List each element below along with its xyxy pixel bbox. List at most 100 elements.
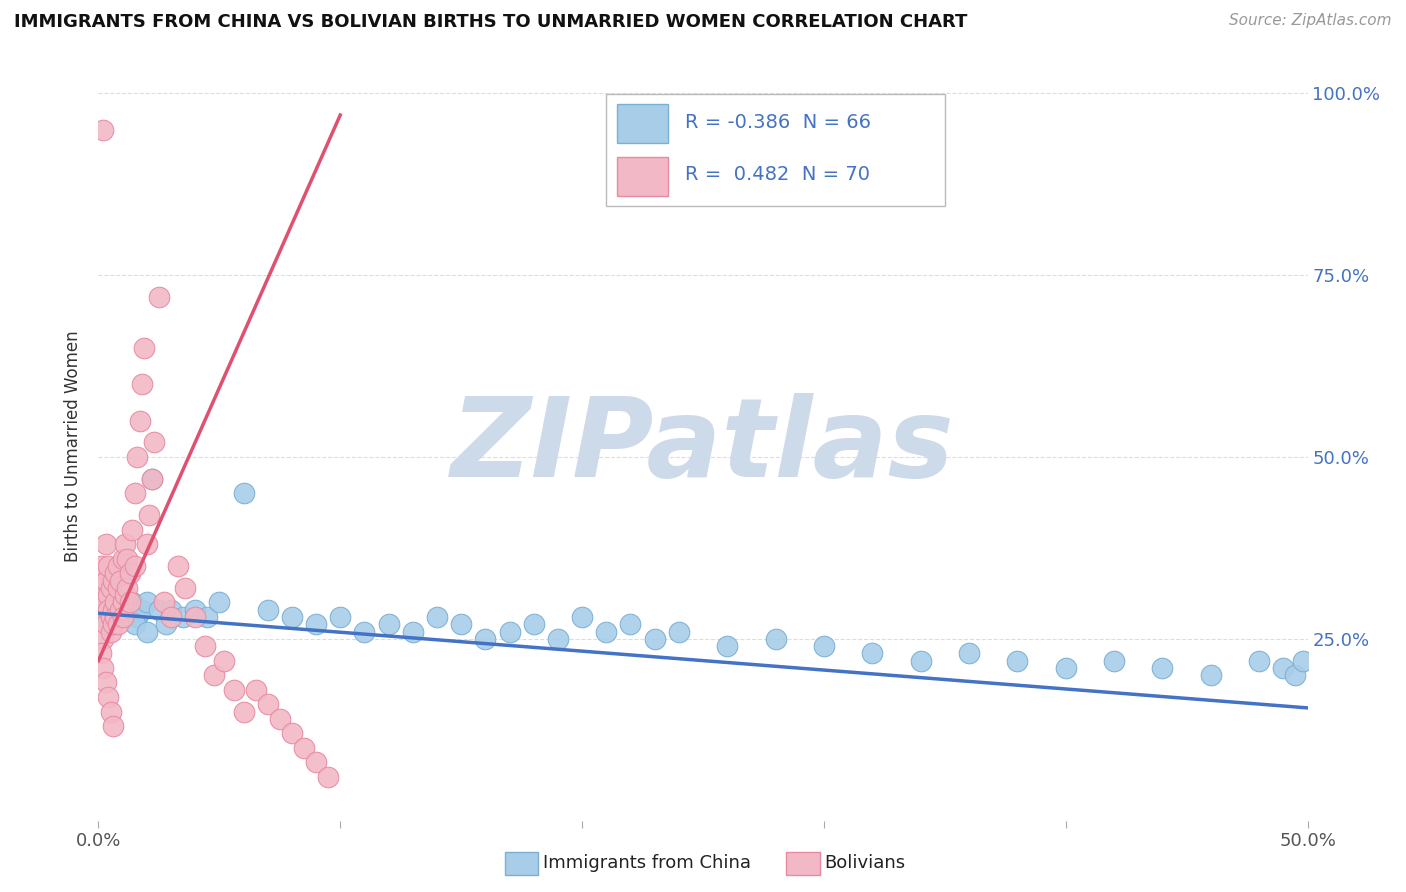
Point	[135, 537, 157, 551]
Point	[910, 654, 932, 668]
Point	[108, 602, 131, 616]
Point	[595, 624, 617, 639]
Point	[547, 632, 569, 646]
Point	[91, 602, 114, 616]
Point	[94, 610, 117, 624]
Point	[245, 682, 267, 697]
Point	[1249, 654, 1271, 668]
Point	[117, 602, 139, 616]
Point	[160, 610, 183, 624]
Point	[1054, 661, 1077, 675]
Point	[256, 698, 278, 712]
Point	[222, 682, 245, 697]
Point	[108, 574, 131, 588]
Point	[111, 551, 134, 566]
Point	[97, 595, 120, 609]
Point	[94, 675, 117, 690]
Point	[281, 726, 304, 740]
Point	[90, 581, 112, 595]
Point	[402, 624, 425, 639]
Point	[100, 581, 122, 595]
Text: R = -0.386  N = 66: R = -0.386 N = 66	[685, 112, 870, 132]
Point	[91, 595, 114, 609]
Point	[108, 602, 131, 616]
Point	[131, 602, 153, 616]
Point	[111, 610, 134, 624]
Point	[101, 617, 124, 632]
Point	[114, 537, 136, 551]
Point	[135, 595, 157, 609]
FancyBboxPatch shape	[617, 157, 668, 195]
Point	[329, 610, 352, 624]
Text: Bolivians: Bolivians	[824, 855, 905, 872]
Point	[860, 646, 883, 660]
Point	[377, 617, 399, 632]
Point	[204, 668, 226, 682]
Point	[152, 595, 174, 609]
Text: Source: ZipAtlas.com: Source: ZipAtlas.com	[1229, 13, 1392, 29]
Point	[668, 624, 690, 639]
Point	[1272, 661, 1295, 675]
Point	[117, 551, 139, 566]
Point	[160, 602, 183, 616]
Point	[90, 610, 112, 624]
Point	[94, 537, 117, 551]
Point	[1284, 668, 1306, 682]
Text: IMMIGRANTS FROM CHINA VS BOLIVIAN BIRTHS TO UNMARRIED WOMEN CORRELATION CHART: IMMIGRANTS FROM CHINA VS BOLIVIAN BIRTHS…	[14, 13, 967, 31]
Point	[426, 610, 449, 624]
Point	[523, 617, 546, 632]
Text: ZIPatlas: ZIPatlas	[451, 392, 955, 500]
Point	[100, 624, 122, 639]
Point	[498, 624, 520, 639]
Point	[172, 610, 194, 624]
Point	[813, 639, 835, 653]
Point	[194, 639, 217, 653]
Point	[111, 595, 134, 609]
Point	[716, 639, 738, 653]
Point	[97, 559, 120, 574]
Point	[100, 610, 122, 624]
Point	[134, 341, 156, 355]
Point	[131, 377, 153, 392]
Point	[305, 756, 328, 770]
Point	[619, 617, 641, 632]
Point	[101, 574, 124, 588]
Point	[127, 610, 149, 624]
Point	[474, 632, 496, 646]
Point	[957, 646, 980, 660]
Text: Immigrants from China: Immigrants from China	[543, 855, 751, 872]
Point	[138, 508, 160, 522]
Point	[104, 595, 127, 609]
Point	[121, 523, 143, 537]
Point	[281, 610, 304, 624]
Point	[450, 617, 472, 632]
Y-axis label: Births to Unmarried Women: Births to Unmarried Women	[65, 330, 83, 562]
Point	[148, 602, 170, 616]
Point	[90, 646, 112, 660]
Point	[644, 632, 666, 646]
Point	[305, 617, 328, 632]
Point	[97, 588, 120, 602]
Point	[97, 602, 120, 616]
Point	[232, 486, 254, 500]
Point	[124, 559, 146, 574]
Point	[184, 610, 207, 624]
Point	[114, 610, 136, 624]
Point	[135, 624, 157, 639]
Point	[1102, 654, 1125, 668]
Point	[269, 712, 291, 726]
Point	[208, 595, 231, 609]
Point	[111, 595, 134, 609]
Point	[118, 595, 141, 609]
Point	[1199, 668, 1222, 682]
Point	[212, 654, 235, 668]
Point	[128, 413, 150, 427]
Point	[765, 632, 787, 646]
Point	[353, 624, 375, 639]
Point	[104, 566, 127, 581]
Point	[90, 559, 112, 574]
Point	[91, 632, 114, 646]
Point	[97, 595, 120, 609]
Point	[1152, 661, 1174, 675]
Point	[114, 588, 136, 602]
